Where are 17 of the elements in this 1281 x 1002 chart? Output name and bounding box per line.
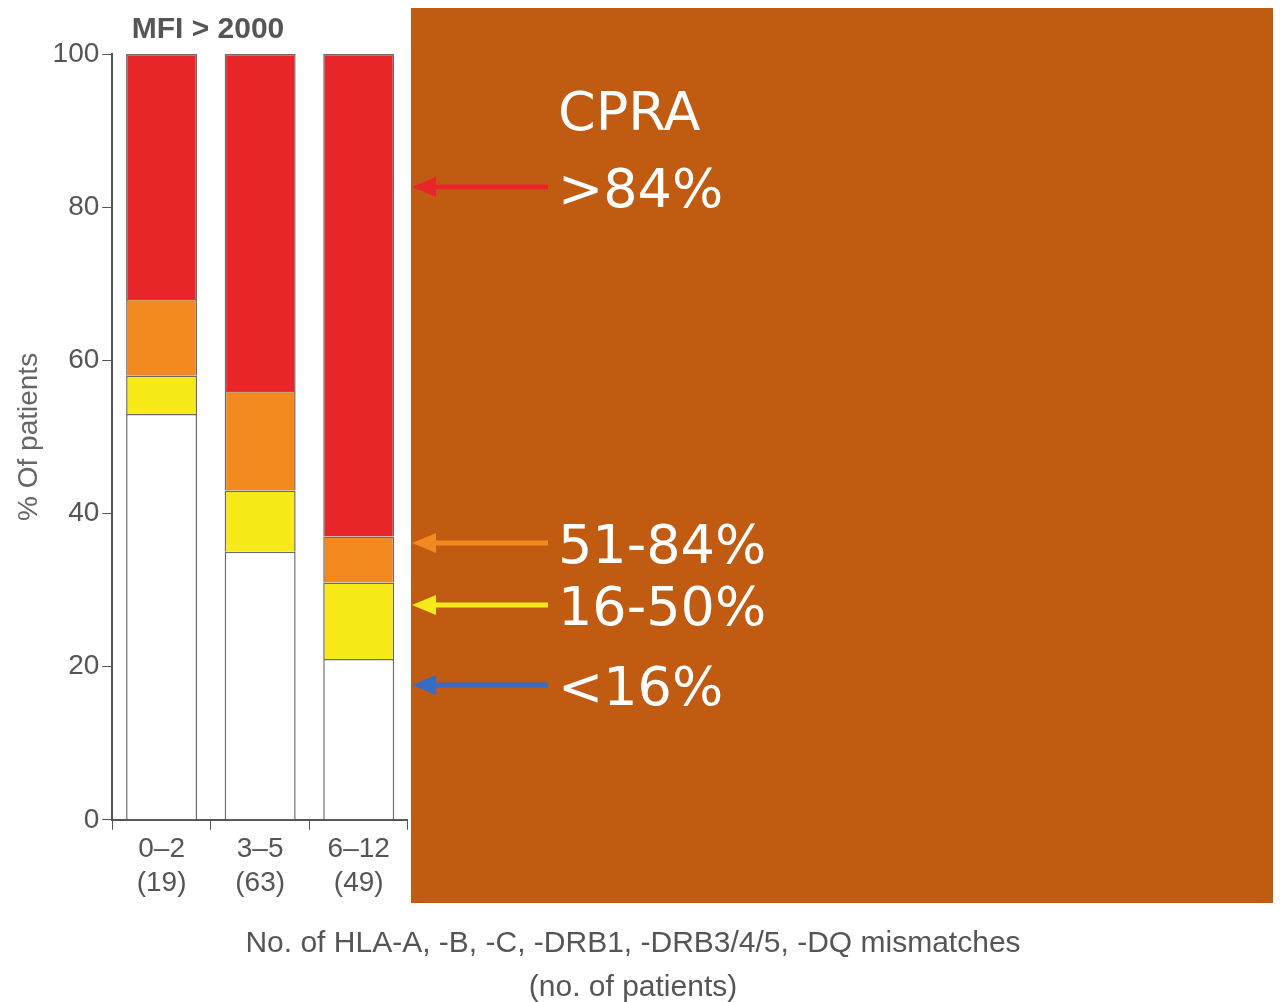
y-tick-label: 80 bbox=[68, 189, 100, 221]
y-tick-label: 60 bbox=[68, 343, 100, 375]
y-tick-label: 20 bbox=[68, 649, 100, 681]
y-axis-title: % Of patients bbox=[11, 352, 43, 521]
legend-label: 16-50% bbox=[558, 575, 767, 638]
x-tick-label: 6–12 (49) bbox=[327, 832, 390, 897]
x-tick-label: 3–5 (63) bbox=[235, 832, 286, 897]
x-axis-title: No. of HLA-A, -B, -C, -DRB1, -DRB3/4/5, -DQ mismatches (no. of patients) bbox=[244, 924, 1022, 1002]
y-tick-label: 100 bbox=[52, 36, 100, 68]
legend-label: 51-84% bbox=[558, 513, 767, 576]
x-tick-label: 0–2 (19) bbox=[136, 832, 187, 897]
legend-label: >84% bbox=[558, 157, 724, 220]
y-tick-label: 0 bbox=[83, 802, 100, 834]
legend-title: CPRA bbox=[558, 80, 701, 143]
chart-title: MFI > 2000 bbox=[131, 11, 285, 45]
text: <16% bbox=[558, 655, 724, 718]
y-tick-label: 40 bbox=[68, 496, 100, 528]
